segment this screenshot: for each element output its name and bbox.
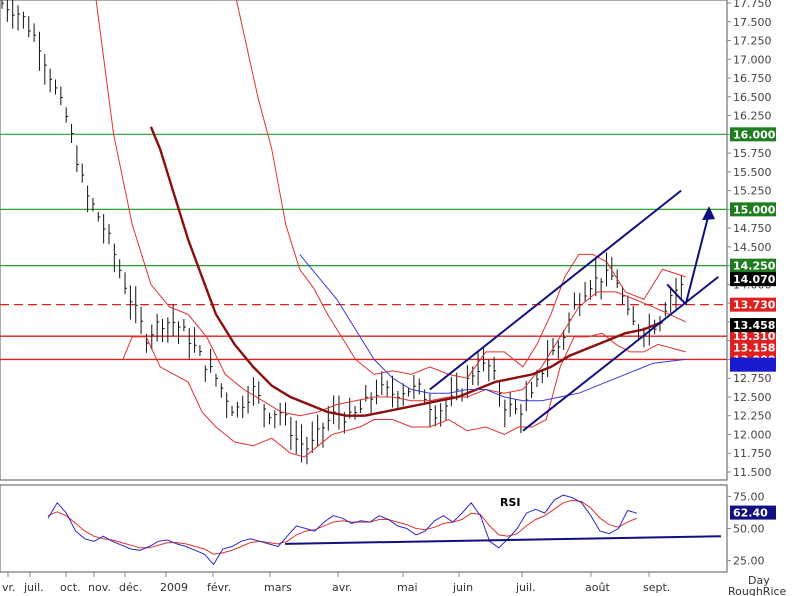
rsi-y-tick-label: 25.00 <box>733 555 765 568</box>
rsi-panel-frame <box>0 484 728 573</box>
x-tick-label: févr. <box>207 581 231 594</box>
y-tick-label: 17.500 <box>733 16 772 29</box>
value-badge <box>730 127 776 142</box>
indicator-bollinger-lower <box>122 332 686 458</box>
rsi-value-label: 62.40 <box>733 507 768 520</box>
value-badge <box>730 357 776 372</box>
y-tick-label: 16.750 <box>733 72 772 85</box>
value-badge-label: 14.250 <box>733 260 776 273</box>
value-badge-label: 13.310 <box>733 330 776 343</box>
y-tick-label: 16.250 <box>733 110 772 123</box>
y-tick-label: 14.500 <box>733 241 772 254</box>
y-tick-label: 12.000 <box>733 428 772 441</box>
x-tick-label: juil. <box>515 581 536 594</box>
price-panel-frame <box>0 0 728 481</box>
y-tick-label: 11.500 <box>733 466 772 479</box>
rsi-value-badge <box>730 505 776 520</box>
y-tick-label: 16.500 <box>733 91 772 104</box>
value-badge-label: 13.158 <box>733 342 775 355</box>
rsi-line <box>47 494 637 566</box>
value-badge-label: 14.070 <box>733 273 776 286</box>
value-badge-label: 16.000 <box>733 128 776 141</box>
indicator-bollinger-mid <box>95 0 687 417</box>
indicator-moving-average-long <box>149 126 663 417</box>
rsi-title: RSI <box>500 496 521 509</box>
period-label: Day <box>748 574 770 587</box>
y-tick-label: 12.750 <box>733 372 772 385</box>
x-tick-label: sept. <box>643 581 670 594</box>
y-tick-label: 14.750 <box>733 222 772 235</box>
value-badge <box>730 329 776 344</box>
value-badge <box>730 318 776 333</box>
y-tick-label: 12.500 <box>733 391 772 404</box>
x-tick-label: août <box>585 581 610 594</box>
trend-channel-line <box>429 189 682 391</box>
x-tick-label: mars <box>264 581 292 594</box>
y-tick-label: 17.000 <box>733 53 772 66</box>
y-tick-label: 17.750 <box>733 0 772 10</box>
y-tick-label: 17.250 <box>733 35 772 48</box>
value-badge <box>730 272 776 287</box>
x-tick-label: juin <box>452 581 473 594</box>
value-badge <box>730 258 776 273</box>
x-tick-label: 2009 <box>160 581 188 594</box>
x-tick-label: avr. <box>332 581 352 594</box>
y-tick-label: 15.250 <box>733 185 772 198</box>
x-tick-label: mai <box>397 581 418 594</box>
y-tick-label: 11.750 <box>733 447 772 460</box>
indicator-moving-average-short <box>299 254 686 402</box>
value-badge <box>730 202 776 217</box>
value-badge-label: 13.730 <box>733 299 776 312</box>
value-badge-label: 15.000 <box>733 203 776 216</box>
x-tick-label: nov. <box>88 581 111 594</box>
y-tick-label: 12.250 <box>733 410 772 423</box>
instrument-label: RoughRice <box>728 585 787 596</box>
y-tick-label: 15.750 <box>733 147 772 160</box>
x-tick-label: oct. <box>60 581 81 594</box>
forecast-arrow-head <box>702 206 716 221</box>
x-tick-label: vr. <box>2 581 16 594</box>
forecast-arrow-line <box>666 212 710 306</box>
rsi-trendline <box>284 535 722 545</box>
x-tick-label: déc. <box>119 581 142 594</box>
y-tick-label: 15.500 <box>733 166 772 179</box>
value-badge <box>730 297 776 312</box>
x-tick-label: juil. <box>23 581 44 594</box>
value-badge-label: 13.458 <box>733 319 775 332</box>
rsi-y-tick-label: 75.00 <box>733 490 765 503</box>
rsi-y-tick-label: 50.00 <box>733 523 765 536</box>
indicator-bollinger-upper <box>235 0 686 379</box>
value-badge <box>730 340 776 355</box>
